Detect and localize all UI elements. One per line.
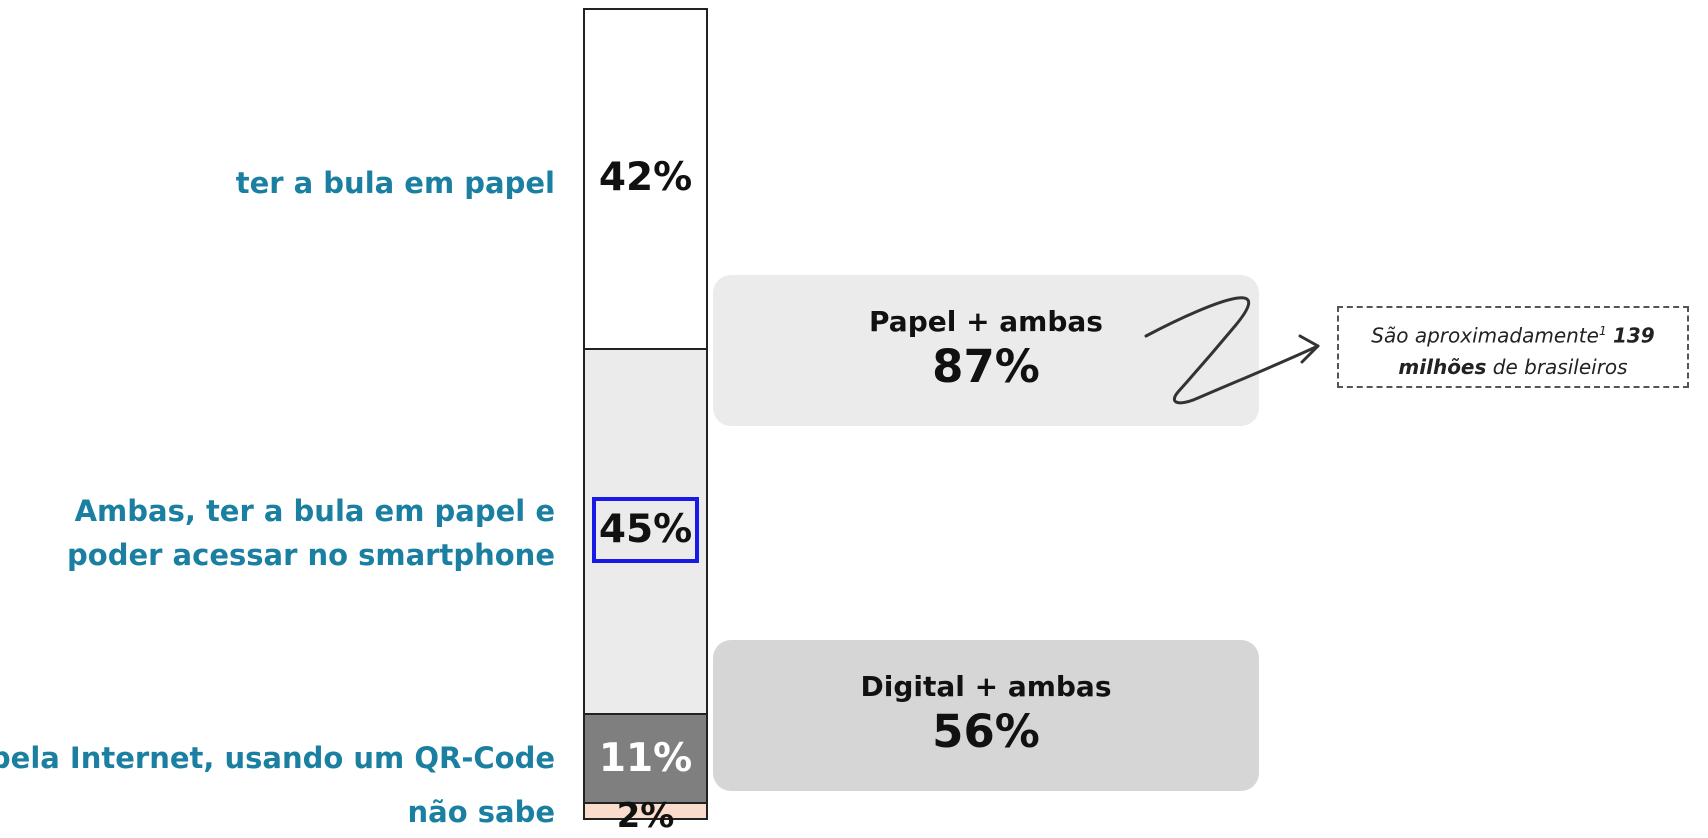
group-paper-label: Papel + ambas: [869, 305, 1103, 338]
group-digital-label: Digital + ambas: [860, 670, 1112, 703]
group-paper-value: 87%: [932, 340, 1040, 393]
note-bold-number: 139: [1612, 323, 1655, 348]
bar-segment-dont-know: [583, 801, 708, 820]
arrow-icon: [1144, 296, 1320, 405]
category-label-both: Ambas, ter a bula em papel e poder acess…: [67, 489, 555, 577]
bar-segment-paper: [583, 8, 708, 351]
note-superscript: 1: [1598, 324, 1607, 338]
bar-value-dont-know: 2%: [616, 795, 675, 836]
bar-value-paper: 42%: [598, 155, 693, 201]
note-prefix: São aproximadamente: [1371, 323, 1599, 348]
bar-value-both: 45%: [592, 497, 699, 564]
population-note: São aproximadamente1 139 milhões de bras…: [1337, 306, 1689, 388]
group-digital-value: 56%: [932, 705, 1040, 758]
category-label-paper: ter a bula em papel: [235, 166, 555, 200]
note-suffix: de brasileiros: [1492, 354, 1628, 379]
group-box-digital: Digital + ambas 56%: [713, 640, 1259, 791]
note-bold-word: milhões: [1398, 354, 1487, 379]
bar-segment-internet: [583, 712, 708, 804]
bar-value-internet: 11%: [598, 736, 693, 782]
category-label-both-line1: Ambas, ter a bula em papel e: [74, 494, 555, 528]
group-box-paper: Papel + ambas 87%: [713, 275, 1259, 426]
category-label-both-line2: poder acessar no smartphone: [67, 538, 555, 572]
category-label-dont-know: não sabe: [407, 795, 556, 829]
category-label-internet: pela Internet, usando um QR-Code: [0, 741, 555, 775]
